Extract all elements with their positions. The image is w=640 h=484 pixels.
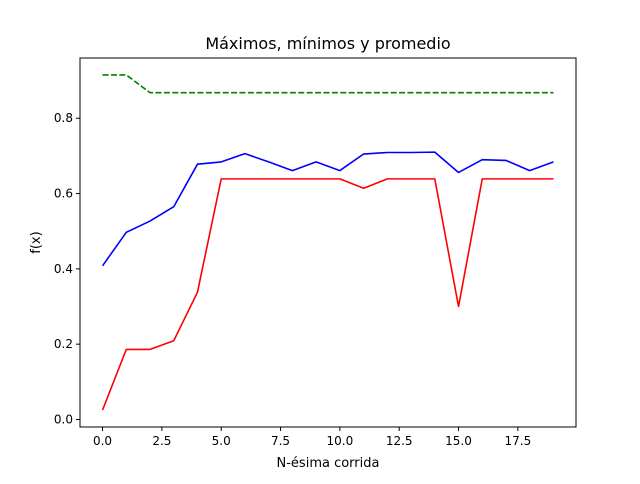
y-axis-label: f(x) — [29, 231, 44, 253]
y-tick-label: 0.2 — [54, 337, 73, 351]
x-tick-label: 15.0 — [445, 434, 472, 448]
series-layer — [101, 74, 554, 411]
x-tick-label: 0.0 — [93, 434, 112, 448]
series-line-0 — [102, 74, 554, 94]
x-axis-label: N-ésima corrida — [277, 456, 380, 471]
x-tick-label: 12.5 — [386, 434, 413, 448]
x-tick-label: 2.5 — [152, 434, 171, 448]
x-tick-label: 10.0 — [327, 434, 354, 448]
series-line-2 — [101, 178, 554, 411]
y-tick-label: 0.8 — [54, 111, 73, 125]
x-axis: 0.0 2.5 5.0 7.5 10.0 12.5 15.0 17.5 — [93, 427, 531, 448]
y-axis: 0.0 0.2 0.4 0.6 0.8 — [54, 111, 80, 426]
y-tick-label: 0.4 — [54, 262, 73, 276]
y-tick-label: 0.6 — [54, 187, 73, 201]
x-tick-label: 17.5 — [504, 434, 531, 448]
series-line-1 — [101, 151, 554, 267]
y-tick-label: 0.0 — [54, 412, 73, 426]
x-tick-label: 5.0 — [212, 434, 231, 448]
plot-frame — [79, 57, 577, 428]
x-tick-label: 7.5 — [271, 434, 290, 448]
chart-title: Máximos, mínimos y promedio — [205, 34, 450, 53]
